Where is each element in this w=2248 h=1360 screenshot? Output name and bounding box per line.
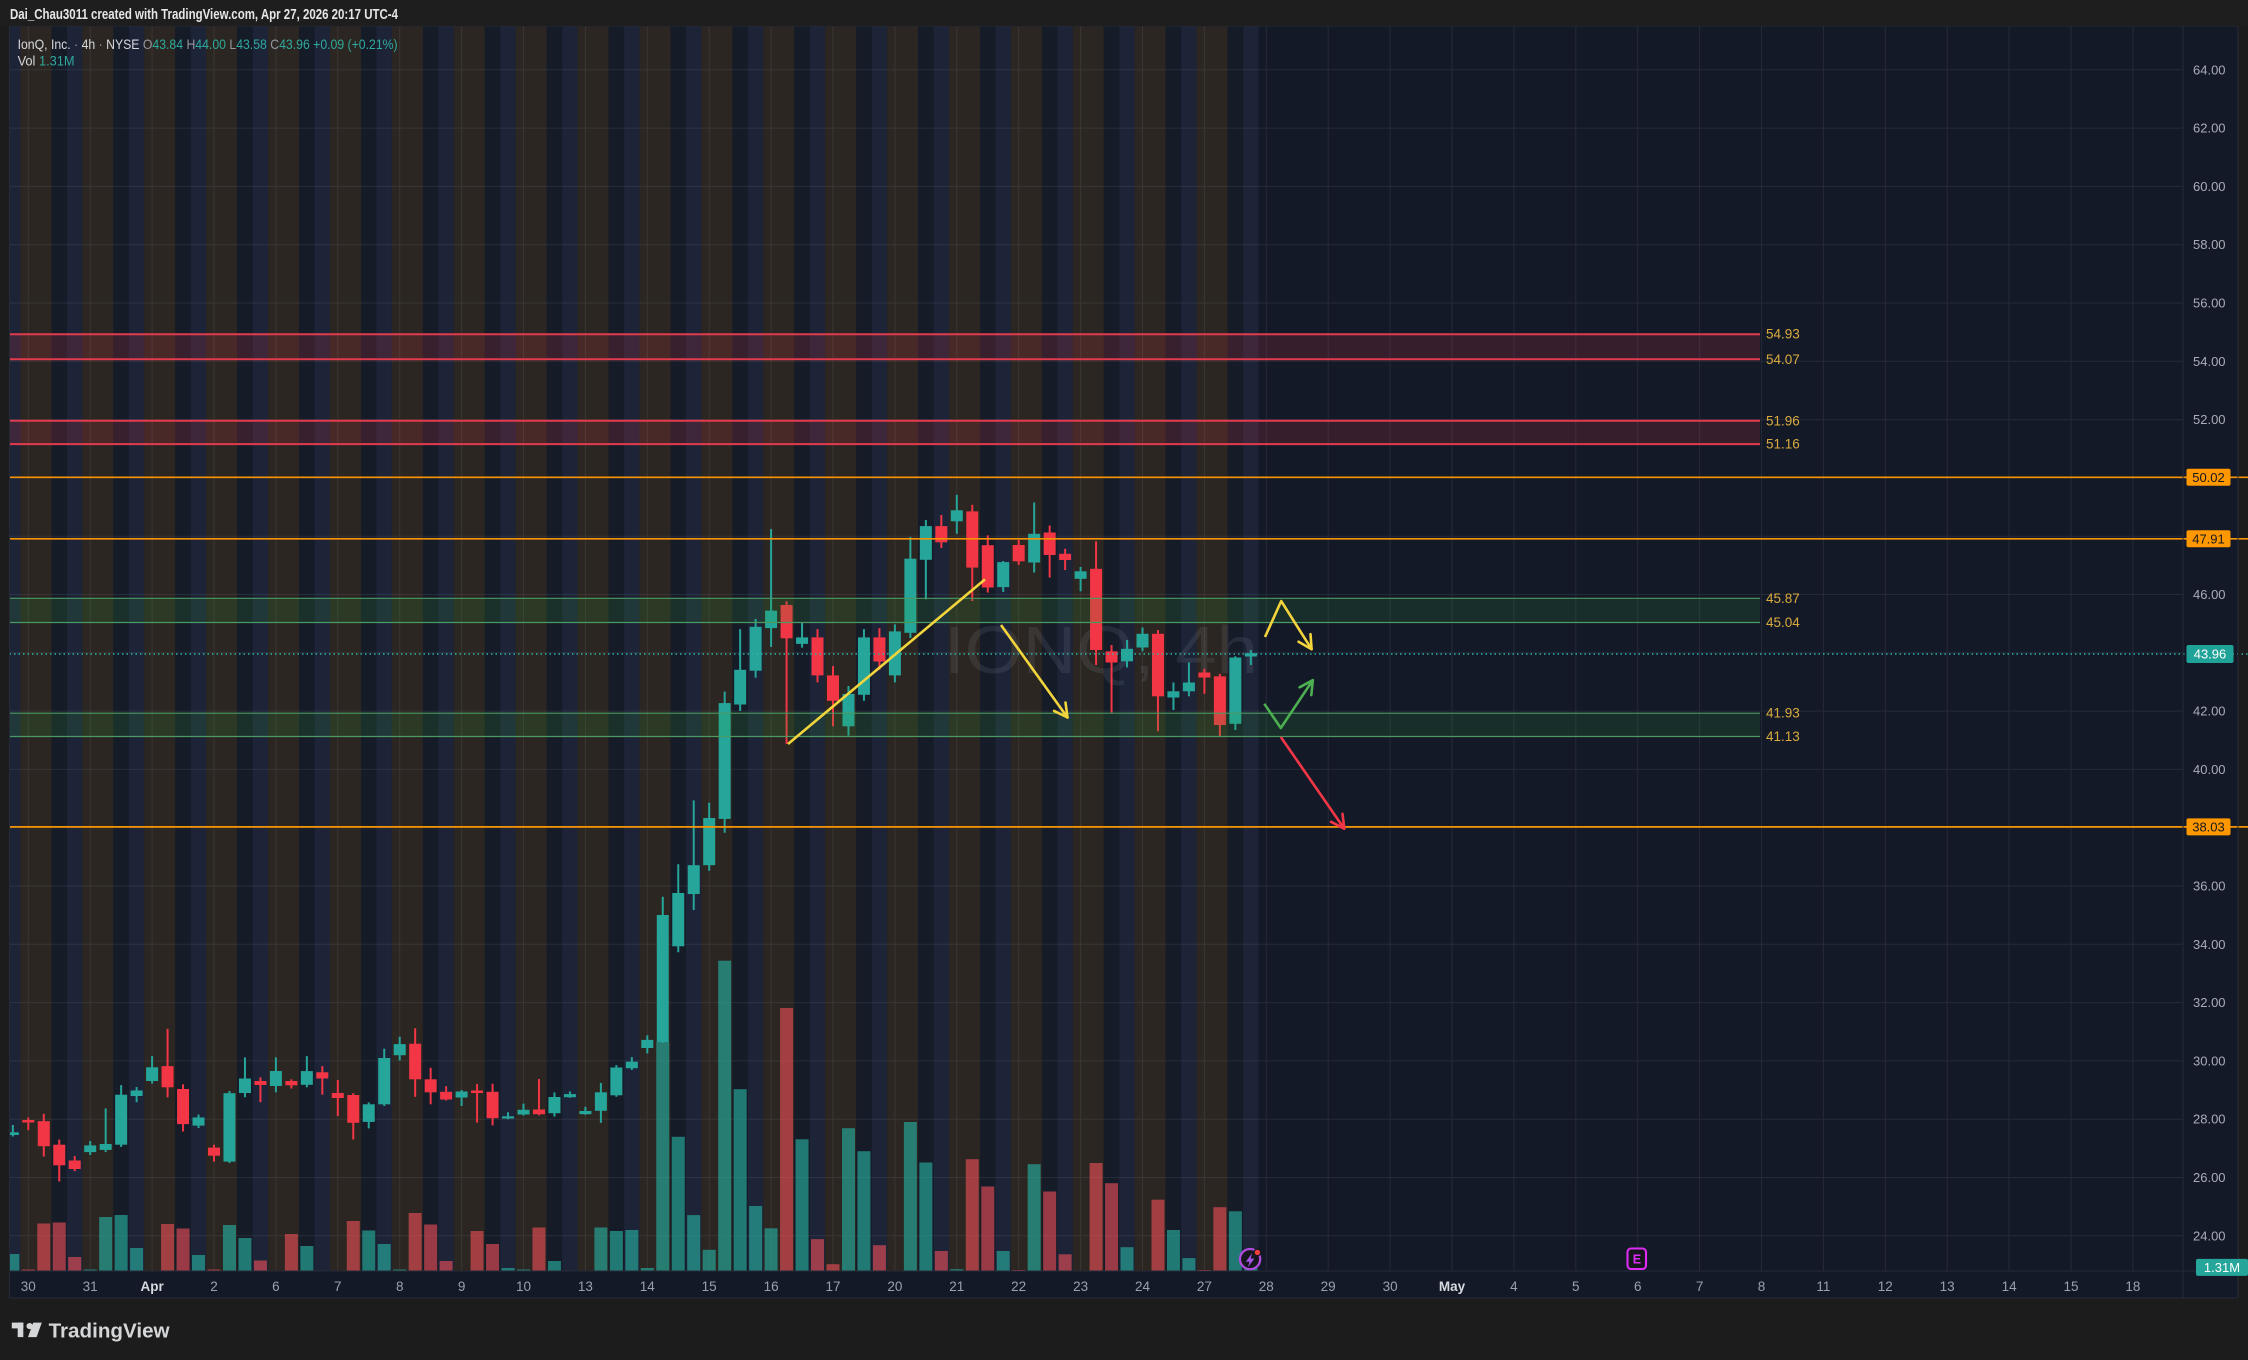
svg-text:64.00: 64.00 bbox=[2193, 62, 2226, 77]
svg-text:10: 10 bbox=[516, 1279, 531, 1294]
svg-text:11: 11 bbox=[1816, 1279, 1830, 1294]
svg-text:52.00: 52.00 bbox=[2193, 412, 2226, 427]
svg-text:13: 13 bbox=[578, 1279, 593, 1294]
svg-text:7: 7 bbox=[334, 1279, 342, 1294]
svg-text:51.96: 51.96 bbox=[1766, 413, 1800, 428]
svg-text:Dai_Chau3011 created with Trad: Dai_Chau3011 created with TradingView.co… bbox=[10, 7, 398, 23]
svg-text:60.00: 60.00 bbox=[2193, 179, 2226, 194]
svg-text:6: 6 bbox=[1634, 1279, 1642, 1294]
svg-text:41.13: 41.13 bbox=[1766, 729, 1800, 744]
svg-text:26.00: 26.00 bbox=[2193, 1170, 2226, 1185]
svg-text:30.00: 30.00 bbox=[2193, 1053, 2226, 1068]
svg-text:62.00: 62.00 bbox=[2193, 121, 2226, 136]
svg-text:16: 16 bbox=[764, 1279, 779, 1294]
svg-text:18: 18 bbox=[2125, 1279, 2140, 1294]
svg-text:50.02: 50.02 bbox=[2192, 470, 2225, 485]
svg-text:29: 29 bbox=[1321, 1279, 1336, 1294]
svg-text:31: 31 bbox=[83, 1279, 98, 1294]
svg-text:51.16: 51.16 bbox=[1766, 437, 1800, 452]
svg-text:54.07: 54.07 bbox=[1766, 352, 1800, 367]
svg-text:28.00: 28.00 bbox=[2193, 1112, 2226, 1127]
svg-text:40.00: 40.00 bbox=[2193, 762, 2226, 777]
svg-text:4: 4 bbox=[1510, 1279, 1518, 1294]
svg-text:36.00: 36.00 bbox=[2193, 879, 2226, 894]
svg-text:34.00: 34.00 bbox=[2193, 937, 2226, 952]
svg-text:45.87: 45.87 bbox=[1766, 591, 1800, 606]
svg-text:15: 15 bbox=[702, 1279, 717, 1294]
svg-text:21: 21 bbox=[949, 1279, 964, 1294]
svg-text:8: 8 bbox=[1758, 1279, 1766, 1294]
svg-text:56.00: 56.00 bbox=[2193, 296, 2226, 311]
svg-text:30: 30 bbox=[1383, 1279, 1398, 1294]
svg-text:15: 15 bbox=[2063, 1279, 2078, 1294]
svg-text:41.93: 41.93 bbox=[1766, 706, 1800, 721]
svg-text:24.00: 24.00 bbox=[2193, 1228, 2226, 1243]
svg-text:54.93: 54.93 bbox=[1766, 327, 1800, 342]
svg-text:47.91: 47.91 bbox=[2192, 531, 2225, 546]
svg-text:1.31M: 1.31M bbox=[2204, 1260, 2240, 1275]
svg-text:24: 24 bbox=[1135, 1279, 1151, 1294]
svg-text:Apr: Apr bbox=[140, 1279, 164, 1294]
svg-text:2: 2 bbox=[210, 1279, 218, 1294]
svg-text:13: 13 bbox=[1940, 1279, 1955, 1294]
svg-text:20: 20 bbox=[887, 1279, 902, 1294]
svg-text:12: 12 bbox=[1878, 1279, 1893, 1294]
svg-text:6: 6 bbox=[272, 1279, 280, 1294]
svg-text:5: 5 bbox=[1572, 1279, 1580, 1294]
svg-text:27: 27 bbox=[1197, 1279, 1212, 1294]
svg-text:May: May bbox=[1439, 1279, 1466, 1294]
svg-text:Vol 1.31M: Vol 1.31M bbox=[18, 53, 75, 69]
svg-text:9: 9 bbox=[458, 1279, 466, 1294]
svg-text:45.04: 45.04 bbox=[1766, 615, 1800, 630]
svg-text:58.00: 58.00 bbox=[2193, 237, 2226, 252]
svg-text:23: 23 bbox=[1073, 1279, 1088, 1294]
svg-text:38.03: 38.03 bbox=[2192, 819, 2225, 834]
svg-text:14: 14 bbox=[2002, 1279, 2018, 1294]
svg-text:8: 8 bbox=[396, 1279, 404, 1294]
svg-text:IonQ, Inc. · 4h · NYSE O43.84: IonQ, Inc. · 4h · NYSE O43.84 H44.00 L43… bbox=[18, 36, 398, 52]
svg-text:42.00: 42.00 bbox=[2193, 704, 2226, 719]
svg-text:7: 7 bbox=[1696, 1279, 1704, 1294]
svg-text:43.96: 43.96 bbox=[2194, 647, 2227, 662]
svg-text:14: 14 bbox=[640, 1279, 656, 1294]
svg-text:54.00: 54.00 bbox=[2193, 354, 2226, 369]
svg-text:TradingView: TradingView bbox=[49, 1319, 170, 1342]
svg-text:E: E bbox=[1633, 1252, 1641, 1266]
svg-text:46.00: 46.00 bbox=[2193, 587, 2226, 602]
svg-text:22: 22 bbox=[1011, 1279, 1026, 1294]
svg-text:17: 17 bbox=[825, 1279, 840, 1294]
svg-text:32.00: 32.00 bbox=[2193, 995, 2226, 1010]
svg-text:28: 28 bbox=[1259, 1279, 1274, 1294]
svg-text:30: 30 bbox=[21, 1279, 36, 1294]
